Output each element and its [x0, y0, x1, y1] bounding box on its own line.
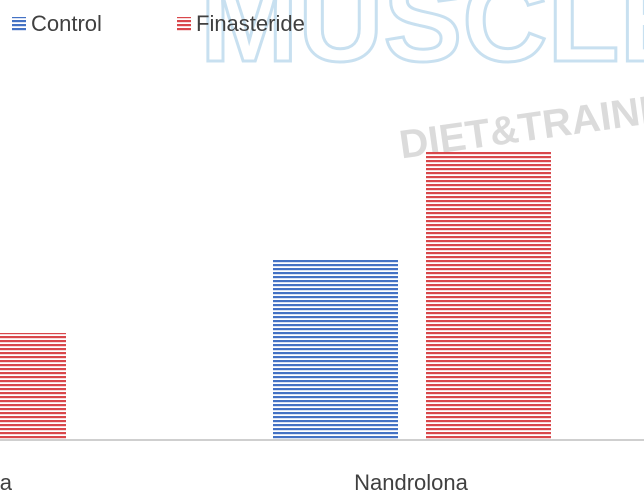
- bar: [273, 260, 398, 440]
- bar: [0, 333, 66, 440]
- legend-swatch: [177, 17, 191, 31]
- legend-swatch: [12, 17, 26, 31]
- bar: [426, 152, 551, 440]
- watermark-title: MUSCLE: [200, 0, 644, 87]
- x-tick-label: Nandrolona: [354, 470, 469, 495]
- legend-label: Finasteride: [196, 11, 305, 36]
- legend-label: Control: [31, 11, 102, 36]
- x-tick-label: a: [0, 470, 13, 495]
